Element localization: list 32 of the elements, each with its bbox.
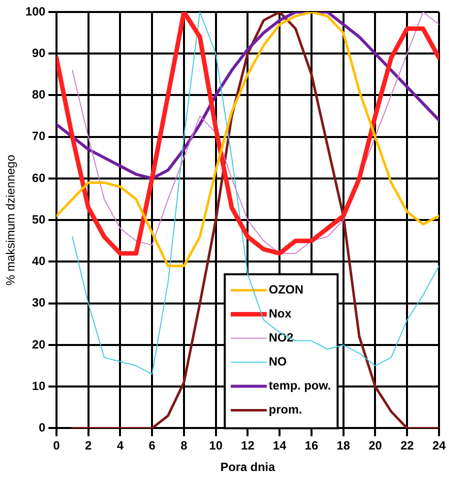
y-tick-label: 10 xyxy=(32,378,46,393)
x-tick-label: 10 xyxy=(209,438,223,453)
x-tick-label: 2 xyxy=(84,438,92,453)
x-tick-label: 22 xyxy=(400,438,414,453)
legend-label: NO xyxy=(268,354,287,369)
y-tick-label: 50 xyxy=(32,212,46,226)
x-tick-label: 14 xyxy=(272,438,287,453)
x-tick-label: 16 xyxy=(304,438,318,453)
x-tick-label: 8 xyxy=(180,438,188,453)
x-tick-label: 0 xyxy=(53,438,60,453)
y-tick-label: 90 xyxy=(32,46,46,60)
y-tick-label: 30 xyxy=(32,296,46,310)
x-tick-label: 24 xyxy=(432,438,446,453)
x-tick-label: 20 xyxy=(368,438,382,453)
legend-label: OZON xyxy=(268,282,304,297)
x-tick-label: 4 xyxy=(116,438,124,453)
y-tick-label: 60 xyxy=(32,170,46,185)
y-tick-label: 40 xyxy=(32,254,46,268)
x-tick-label: 12 xyxy=(241,438,255,453)
x-tick-label: 18 xyxy=(336,438,350,453)
y-tick-label: 100 xyxy=(25,4,46,18)
legend-label: prom. xyxy=(268,402,302,417)
y-tick-label: 70 xyxy=(32,129,46,144)
x-tick-label: 6 xyxy=(148,438,156,453)
legend-label: Nox xyxy=(268,306,292,321)
y-tick-label: 0 xyxy=(38,420,46,435)
y-tick-label: 20 xyxy=(32,337,46,352)
y-axis-title: % maksimum dziennego xyxy=(4,154,18,286)
legend-label: temp. pow. xyxy=(268,378,331,393)
x-axis-title: Pora dnia xyxy=(220,460,276,474)
legend-label: NO2 xyxy=(268,330,294,345)
y-tick-label: 80 xyxy=(32,88,46,102)
